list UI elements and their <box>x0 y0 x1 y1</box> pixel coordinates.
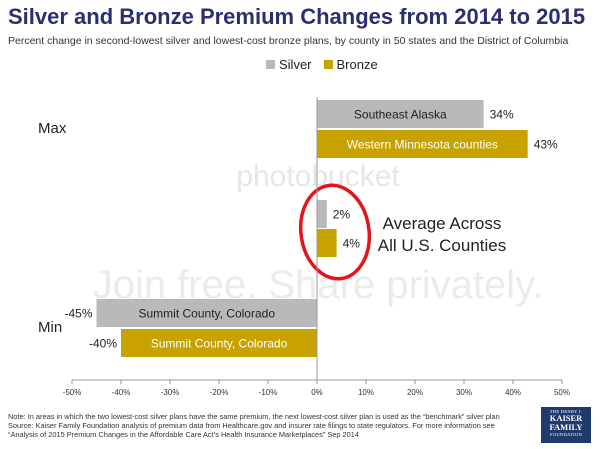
legend-swatch-silver <box>266 60 275 69</box>
highlight-circle <box>298 183 372 281</box>
category-label-max: Max <box>38 120 67 137</box>
legend: Silver Bronze <box>266 57 384 72</box>
x-tick-label-9: 40% <box>505 388 521 397</box>
footnote-reference: “Analysis of 2015 Premium Changes in the… <box>8 430 359 439</box>
x-tick-label-6: 10% <box>358 388 374 397</box>
bar-label-silver-2: Summit County, Colorado <box>139 307 276 321</box>
bar-bronze-0 <box>317 130 528 158</box>
value-label-bronze-1: 4% <box>343 237 361 251</box>
value-label-silver-1: 2% <box>333 208 351 222</box>
bar-bronze-2 <box>121 329 317 357</box>
bar-label-bronze-0: Western Minnesota counties <box>347 138 498 152</box>
x-tick-label-5: 0% <box>311 388 323 397</box>
chart-subtitle: Percent change in second-lowest silver a… <box>8 35 569 47</box>
x-tick-label-8: 30% <box>456 388 472 397</box>
x-tick-label-3: -20% <box>210 388 229 397</box>
bar-bronze-1 <box>317 229 337 257</box>
logo-line-2: KAISER <box>549 413 583 423</box>
legend-swatch-bronze <box>323 60 333 69</box>
logo-line-1: THE HENRY J. <box>549 409 583 414</box>
legend-item-silver: Silver <box>266 57 312 72</box>
category-label-min: Min <box>38 319 62 336</box>
bar-label-silver-0: Southeast Alaska <box>354 108 447 122</box>
footnote: Note: In areas in which the two lowest-c… <box>8 412 528 439</box>
x-tick-label-7: 20% <box>407 388 423 397</box>
value-label-bronze-2: -40% <box>89 337 117 351</box>
x-tick-label-10: 50% <box>554 388 570 397</box>
x-tick-label-0: -50% <box>63 388 82 397</box>
legend-label-bronze: Bronze <box>336 57 378 72</box>
logo-line-4: FOUNDATION <box>550 432 582 437</box>
value-label-bronze-0: 43% <box>534 138 558 152</box>
legend-label-silver: Silver <box>279 57 312 72</box>
x-tick-label-2: -30% <box>161 388 180 397</box>
bar-silver-0 <box>317 100 484 128</box>
bar-silver-2 <box>96 299 317 327</box>
footnote-note: Note: In areas in which the two lowest-c… <box>8 412 500 421</box>
x-tick-label-1: -40% <box>112 388 131 397</box>
bar-silver-1 <box>317 200 327 228</box>
annotation-line-2: All U.S. Counties <box>378 236 507 255</box>
logo-line-3: FAMILY <box>549 422 583 432</box>
value-label-silver-2: -45% <box>64 307 92 321</box>
legend-item-bronze: Bronze <box>323 57 378 72</box>
bar-label-bronze-2: Summit County, Colorado <box>151 337 288 351</box>
annotation-line-1: Average Across <box>383 214 502 233</box>
footnote-source: Source: Kaiser Family Foundation analysi… <box>8 421 495 430</box>
value-label-silver-0: 34% <box>490 108 514 122</box>
kff-logo: THE HENRY J. KAISER FAMILY FOUNDATION <box>541 407 591 443</box>
chart-title: Silver and Bronze Premium Changes from 2… <box>8 4 586 29</box>
x-tick-label-4: -10% <box>259 388 278 397</box>
